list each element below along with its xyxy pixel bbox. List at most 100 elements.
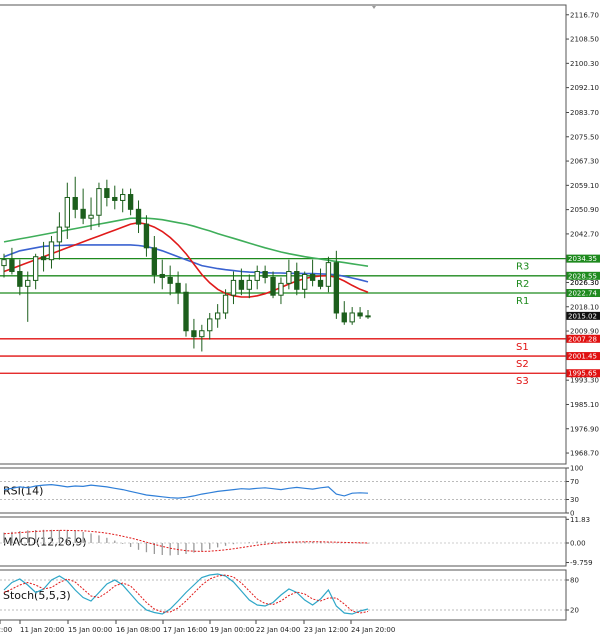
price-tick-label: 2116.70 (570, 11, 599, 19)
candle-body (25, 279, 31, 287)
candle-body (40, 256, 47, 261)
candle-body (214, 312, 221, 320)
price-tick-label: 1985.10 (570, 401, 599, 409)
candle-body (199, 330, 205, 338)
rsi-line (3, 483, 369, 499)
candle-body (286, 271, 292, 284)
candle-body (48, 241, 55, 261)
price-tick-label: 2083.70 (570, 109, 599, 117)
candle-body (278, 282, 284, 296)
scroll-marker-icon (372, 6, 376, 9)
level-badge-s3 (566, 369, 600, 378)
stoch-pane-frame (0, 569, 567, 621)
candle-body (341, 312, 347, 323)
candle-body (302, 273, 308, 290)
price-tick-label: 1968.70 (570, 450, 599, 458)
rsi-pane-tick-label: 0 (570, 510, 574, 518)
level-badge-r2 (566, 271, 600, 280)
stoch-k-line (3, 573, 369, 615)
date-tick-label: 12:00 (0, 626, 12, 634)
date-tick-label: 16 Jan 08:00 (116, 626, 160, 634)
date-tick-label: 11 Jan 20:00 (20, 626, 64, 634)
price-tick-label: 2092.10 (570, 84, 599, 92)
date-tick-label: 17 Jan 16:00 (163, 626, 207, 634)
macd-pane: 11.83 0.00 -9.759 MACD(12,26,9) (0, 516, 593, 567)
candle-body (333, 262, 340, 314)
candle-body (32, 256, 39, 281)
candle-body (349, 312, 355, 323)
candle-body (72, 196, 78, 210)
stoch-pane: 80 20 Stoch(5,5,3) (0, 573, 579, 615)
candle-body (254, 271, 260, 281)
macd-pane-title: MACD(12,26,9) (3, 536, 87, 549)
level-price-label: 2007.28 (568, 335, 597, 343)
macd-pane-tick-label: 0.00 (570, 540, 586, 548)
rsi-pane-title: RSI(14) (3, 485, 43, 498)
ma-line-green (3, 217, 369, 267)
price-pane-frame (0, 4, 567, 465)
stoch-pane-tick-label: 20 (570, 607, 579, 615)
level-price-label: 2001.45 (568, 353, 597, 361)
price-tick-label: 2050.90 (570, 206, 599, 214)
candle-body (317, 279, 324, 287)
candle-body (230, 279, 237, 296)
macd-signal-line (3, 529, 369, 552)
level-name-label: S3 (516, 376, 529, 387)
candle-body (159, 273, 165, 278)
level-price-label: 2022.74 (568, 290, 597, 298)
candle-body (112, 196, 118, 201)
candle-body (325, 262, 332, 287)
rsi-pane-frame (0, 467, 567, 514)
ma-line-blue (3, 244, 369, 283)
macd-pane-tick-label: -9.759 (570, 559, 593, 567)
level-name-label: R2 (516, 279, 529, 290)
level-name-label: R1 (516, 296, 529, 307)
candle-body (207, 318, 213, 332)
price-tick-label: 2042.70 (570, 230, 599, 238)
price-tick-label: 1976.90 (570, 425, 599, 433)
candle-body (222, 294, 229, 314)
extra-price-label: 2026.30 (570, 279, 599, 287)
price-pane: 2116.70 2108.50 2100.30 2092.10 2083.70 2075.… (0, 6, 600, 458)
date-tick-label: 19 Jan 00:00 (210, 626, 254, 634)
candle-body (246, 279, 252, 290)
level-badge-s2 (566, 352, 600, 361)
stoch-pane-tick-label: 80 (570, 577, 579, 585)
level-price-label: 2028.55 (568, 272, 597, 280)
price-tick-label: 2018.10 (570, 303, 599, 311)
candle-body (175, 282, 181, 293)
price-tick-label: 2059.10 (570, 182, 599, 190)
level-price-label: 1995.65 (568, 370, 597, 378)
candle-body (262, 271, 268, 278)
candle-body (238, 279, 245, 290)
price-tick-label: 2009.90 (570, 328, 599, 336)
rsi-pane: 100 70 30 0 RSI(14) (0, 465, 583, 518)
level-badge-s1 (566, 334, 600, 343)
rsi-pane-tick-label: 30 (570, 496, 579, 504)
price-tick-label: 2100.30 (570, 60, 599, 68)
rsi-pane-tick-label: 70 (570, 478, 579, 486)
candle-body (151, 247, 158, 275)
price-tick-label: 2108.50 (570, 36, 599, 44)
level-name-label: R3 (516, 262, 529, 273)
candle-body (143, 223, 150, 249)
candle-body (365, 315, 371, 318)
candle-body (64, 196, 70, 228)
date-tick-label: 24 Jan 20:00 (351, 626, 395, 634)
level-name-label: S2 (516, 359, 529, 370)
candle-body (1, 259, 7, 267)
stoch-pane-title: Stoch(5,5,3) (3, 589, 71, 602)
candle-body (96, 188, 102, 216)
macd-pane-tick-label: 11.83 (570, 516, 590, 524)
level-name-label: S1 (516, 342, 529, 353)
candle-body (191, 330, 197, 338)
price-tick-label: 1993.30 (570, 377, 599, 385)
level-badge-r3 (566, 254, 600, 263)
date-tick-label: 22 Jan 04:00 (256, 626, 300, 634)
price-tick-label: 2075.50 (570, 133, 599, 141)
candle-body (56, 226, 63, 243)
current-price-badge (566, 311, 600, 320)
current-price-label: 2015.02 (568, 312, 597, 320)
candle-body (294, 271, 300, 290)
